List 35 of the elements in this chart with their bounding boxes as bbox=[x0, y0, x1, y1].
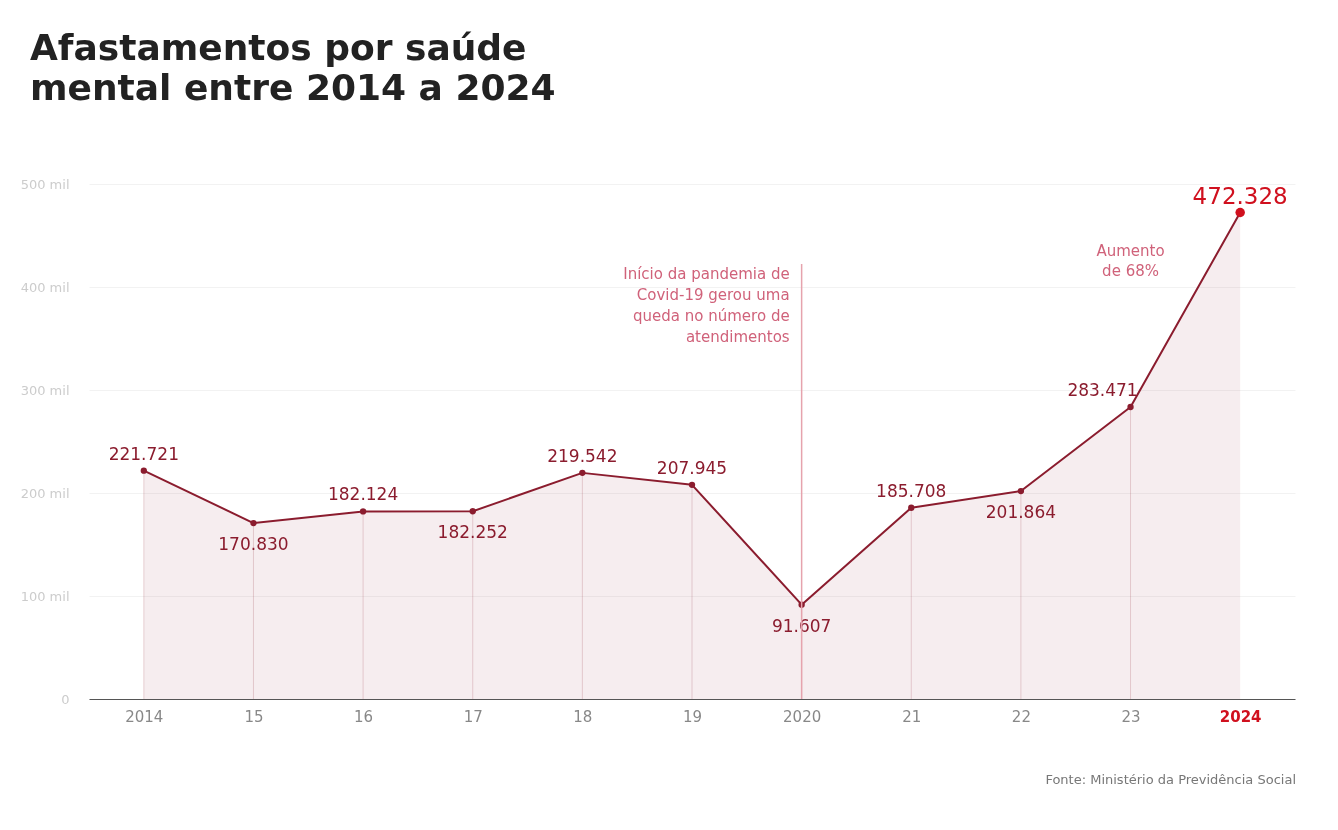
data-label: 201.864 bbox=[985, 502, 1057, 523]
point bbox=[359, 508, 367, 515]
point bbox=[1127, 403, 1134, 411]
x-tick-label: 17 bbox=[463, 707, 483, 726]
data-label: 207.945 bbox=[656, 457, 728, 478]
x-tick-label: 15 bbox=[244, 707, 264, 726]
x-tick-label: 2024 bbox=[1219, 707, 1262, 726]
x-tick-label: 2014 bbox=[125, 707, 164, 726]
source-note: Fonte: Ministério da Previdência Social bbox=[1045, 772, 1296, 787]
data-label: 182.124 bbox=[327, 484, 399, 505]
point bbox=[140, 467, 147, 474]
point bbox=[1017, 487, 1025, 495]
data-label: 221.721 bbox=[108, 443, 179, 464]
data-label: 185.708 bbox=[876, 480, 947, 501]
data-label: 219.542 bbox=[547, 445, 618, 466]
data-label: 283.471 bbox=[1067, 380, 1138, 401]
point bbox=[250, 519, 257, 527]
data-label: 182.252 bbox=[437, 522, 508, 543]
x-tick-label: 18 bbox=[573, 707, 593, 726]
point bbox=[908, 504, 915, 511]
point bbox=[688, 481, 696, 488]
x-tick-label: 21 bbox=[902, 707, 922, 726]
x-tick-label: 23 bbox=[1121, 707, 1141, 726]
point bbox=[469, 508, 476, 515]
ref-line-label: Início da pandemia de Covid-19 gerou uma queda no número de atendimentos bbox=[623, 265, 790, 346]
annotation: Aumento de 68% bbox=[1096, 242, 1165, 280]
chart-title: Afastamentos por saúde mental entre 2014 a 2024 bbox=[30, 27, 557, 108]
x-tick-label: 2020 bbox=[783, 707, 822, 726]
x-tick-label: 22 bbox=[1011, 707, 1031, 726]
data-label: 91.607 bbox=[771, 615, 832, 636]
x-tick-label: 16 bbox=[354, 707, 374, 726]
point bbox=[579, 469, 586, 477]
data-label: 170.830 bbox=[218, 534, 289, 555]
x-tick-label: 19 bbox=[682, 707, 703, 726]
data-label: 472.328 bbox=[1192, 182, 1288, 209]
